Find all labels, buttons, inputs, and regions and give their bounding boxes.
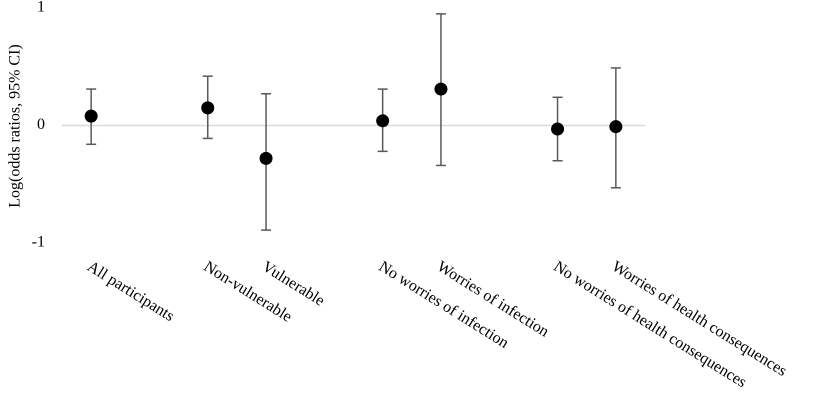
- y-axis-title: Log(odds ratios, 95% CI): [7, 44, 24, 208]
- y-tick-label: 0: [37, 116, 45, 133]
- y-tick-label: 1: [37, 0, 45, 16]
- x-tick-label: All participants: [84, 258, 177, 325]
- point: [84, 109, 98, 123]
- point: [551, 122, 565, 136]
- point: [259, 151, 273, 165]
- point: [609, 120, 623, 134]
- point: [434, 82, 448, 96]
- point: [376, 114, 390, 128]
- y-tick-label: -1: [32, 234, 45, 251]
- point: [201, 101, 215, 115]
